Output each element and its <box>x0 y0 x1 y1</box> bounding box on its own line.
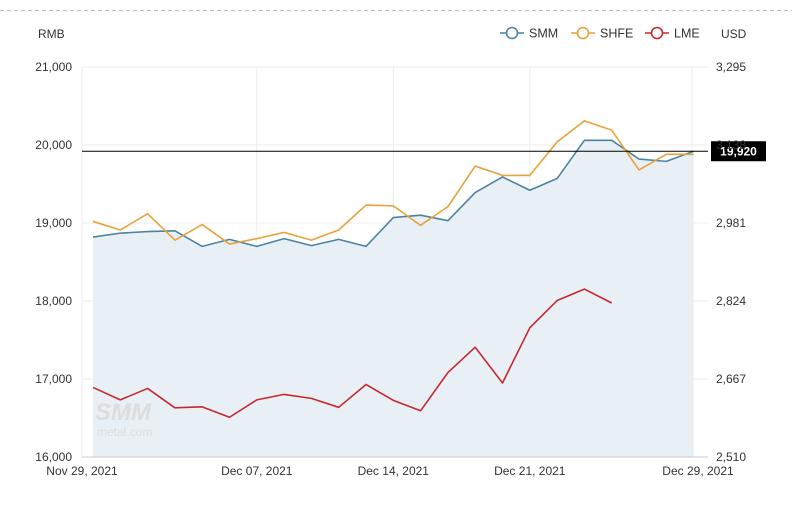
reference-line-group: 19,920 <box>82 141 766 162</box>
legend-item-lme[interactable]: LME <box>645 27 700 41</box>
legend-item-smm[interactable]: SMM <box>500 27 558 41</box>
axes: 16,000 2,510 17,000 2,667 18,000 2,824 19,000 2… <box>35 27 746 478</box>
y-right-tick-label: 3,138 <box>716 138 746 152</box>
area-layer <box>93 140 694 457</box>
y-left-tick-label: 21,000 <box>35 60 72 74</box>
x-tick-label: Dec 07, 2021 <box>221 464 293 478</box>
y-left-tick-label: 20,000 <box>35 138 72 152</box>
legend-marker-lme <box>650 26 664 40</box>
x-tick-label: Dec 29, 2021 <box>662 464 734 478</box>
current-value-label: 19,920 <box>720 145 757 159</box>
legend[interactable]: SMM SHFE LME <box>500 27 700 41</box>
y-left-tick-label: 16,000 <box>35 450 72 464</box>
y-right-tick-label: 2,824 <box>716 294 746 308</box>
lme-line <box>92 288 613 419</box>
series-lines <box>92 120 694 419</box>
shfe-line <box>92 120 694 245</box>
y-left-tick-label: 18,000 <box>35 294 72 308</box>
y-right-tick-label: 2,667 <box>716 372 746 386</box>
legend-item-shfe[interactable]: SHFE <box>571 27 633 41</box>
x-tick-label: Nov 29, 2021 <box>46 464 118 478</box>
legend-label-lme: LME <box>674 27 700 41</box>
left-axis-title: RMB <box>38 27 65 41</box>
x-tick-label: Dec 14, 2021 <box>358 464 430 478</box>
legend-marker-shfe <box>576 26 590 40</box>
y-right-tick-label: 3,295 <box>716 60 746 74</box>
smm-area-fill <box>93 140 694 457</box>
legend-label-shfe: SHFE <box>600 27 633 41</box>
right-axis-title: USD <box>721 27 747 41</box>
watermark-logo: SMM <box>95 399 152 426</box>
x-tick-label: Dec 21, 2021 <box>494 464 566 478</box>
watermark-domain: metal.com <box>97 425 152 439</box>
legend-label-smm: SMM <box>529 27 558 41</box>
legend-marker-smm <box>505 26 519 40</box>
y-left-tick-label: 17,000 <box>35 372 72 386</box>
current-value-badge <box>711 141 766 162</box>
y-right-tick-label: 2,510 <box>716 450 746 464</box>
y-left-tick-label: 19,000 <box>35 216 72 230</box>
smm-line <box>92 139 694 248</box>
y-right-tick-label: 2,981 <box>716 216 746 230</box>
